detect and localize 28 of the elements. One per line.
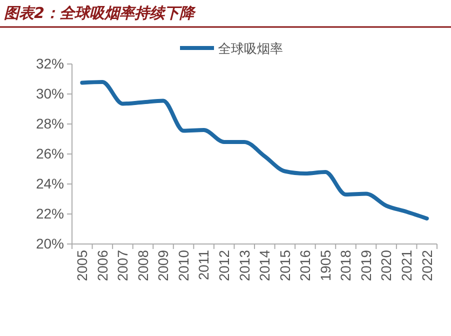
x-tick-label: 2009 (155, 250, 172, 282)
line-series (80, 80, 429, 220)
x-tick-label: 2010 (175, 250, 192, 282)
x-tick-label: 2008 (134, 250, 151, 282)
y-tick-label: 20% (36, 235, 64, 252)
x-tick-label: 2016 (297, 250, 314, 282)
x-tick-label: 2013 (236, 250, 252, 282)
x-tick-label: 2012 (216, 250, 232, 282)
chart-title: 图表2：全球吸烟率持续下降 (4, 4, 196, 22)
x-tick-label: 2014 (256, 250, 273, 282)
y-tick-label: 26% (36, 145, 64, 162)
x-tick-label: 2015 (276, 250, 293, 282)
x-tick-label: 2011 (196, 250, 212, 280)
x-tick-label: 2019 (358, 250, 374, 282)
y-tick-label: 30% (36, 85, 64, 102)
x-tick-label: 2020 (378, 250, 394, 282)
y-tick-label: 32% (36, 55, 64, 72)
legend-label: 全球吸烟率 (218, 41, 283, 57)
x-tick-label: 2006 (94, 250, 110, 282)
x-tick-label: 2007 (114, 250, 131, 282)
y-tick-label: 28% (36, 115, 64, 132)
x-tick-label: 2021 (398, 250, 414, 282)
x-tick-label: 2005 (74, 250, 90, 282)
x-tick-label: 2018 (338, 250, 354, 282)
y-tick-label: 22% (36, 205, 64, 222)
x-tick-label: 2022 (418, 250, 435, 282)
x-tick-label: 1905 (317, 250, 334, 282)
y-tick-label: 24% (36, 175, 64, 192)
